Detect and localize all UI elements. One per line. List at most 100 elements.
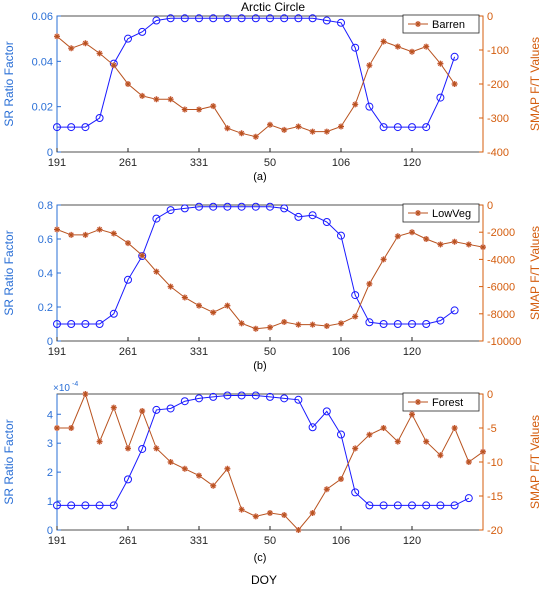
data-point	[96, 438, 103, 445]
data-point	[180, 14, 189, 23]
data-point	[110, 62, 117, 69]
plot-area	[56, 393, 484, 531]
data-point-asterisk	[451, 425, 458, 431]
left-tick-label: 0.6	[38, 234, 53, 246]
series-sr-ratio	[53, 14, 459, 132]
data-point	[323, 323, 330, 330]
x-tick-label: 50	[264, 346, 276, 358]
data-point	[294, 395, 303, 404]
data-point	[338, 476, 344, 482]
panel-caption: (c)	[254, 552, 267, 564]
data-point-asterisk	[451, 238, 458, 245]
data-point	[308, 14, 317, 23]
data-point	[267, 324, 273, 331]
data-point-asterisk	[323, 128, 330, 135]
data-point	[68, 45, 75, 52]
data-point-asterisk	[394, 43, 401, 50]
data-point	[295, 527, 302, 533]
data-point-asterisk	[224, 302, 231, 309]
data-point	[209, 392, 218, 401]
data-point-asterisk	[437, 241, 444, 248]
data-point	[210, 309, 217, 316]
legend-swatch-asterisk	[415, 210, 421, 216]
data-point	[251, 391, 260, 400]
data-point	[67, 320, 76, 328]
data-point-asterisk	[338, 476, 344, 482]
legend-label: LowVeg	[432, 208, 471, 220]
data-point	[393, 320, 402, 328]
data-point	[338, 320, 344, 327]
data-point	[309, 321, 316, 328]
series-forest	[54, 391, 486, 533]
left-tick-label: 4	[47, 409, 53, 421]
data-point	[110, 404, 117, 411]
data-point	[210, 482, 217, 489]
data-point-asterisk	[295, 123, 302, 130]
data-point	[209, 14, 218, 23]
data-point	[337, 231, 345, 240]
data-point-asterisk	[153, 268, 160, 275]
data-point	[379, 123, 388, 132]
right-tick-label: -4000	[487, 254, 515, 266]
data-point	[210, 103, 217, 110]
data-point-asterisk	[167, 96, 174, 103]
data-point-asterisk	[409, 229, 415, 236]
data-point	[95, 320, 104, 328]
data-point-asterisk	[380, 38, 387, 45]
data-point	[295, 123, 302, 130]
data-point	[294, 14, 303, 23]
data-point	[281, 512, 288, 519]
data-point-asterisk	[366, 431, 373, 438]
series-barren	[54, 33, 458, 140]
data-point	[152, 214, 161, 223]
data-point	[95, 501, 104, 510]
series-line	[57, 394, 470, 506]
data-point	[267, 121, 273, 128]
data-point	[237, 391, 246, 400]
data-point	[195, 202, 203, 211]
data-point	[365, 501, 374, 510]
data-point-asterisk	[252, 133, 259, 140]
x-tick-label: 331	[190, 346, 208, 358]
data-point	[379, 501, 388, 510]
data-point	[450, 306, 459, 315]
data-point-asterisk	[338, 320, 344, 327]
data-point	[54, 425, 60, 431]
data-point-asterisk	[352, 101, 359, 108]
data-point	[380, 425, 387, 431]
data-point	[252, 513, 259, 520]
data-point	[195, 394, 203, 403]
series-sr-ratio	[53, 391, 473, 510]
left-tick-label: 3	[47, 438, 53, 450]
data-point	[196, 302, 202, 309]
data-point	[423, 236, 430, 242]
data-point	[224, 125, 231, 132]
data-point-asterisk	[238, 130, 245, 137]
data-point-asterisk	[139, 252, 146, 259]
data-point-asterisk	[68, 231, 75, 238]
data-point-asterisk	[267, 510, 273, 516]
data-point	[167, 283, 174, 290]
data-point	[409, 48, 415, 55]
data-point	[252, 325, 259, 332]
data-point	[322, 407, 331, 416]
data-point	[180, 397, 189, 406]
data-point-asterisk	[352, 445, 359, 452]
data-point-asterisk	[96, 50, 103, 57]
series-line	[57, 206, 455, 325]
data-point	[365, 318, 374, 327]
data-point	[450, 52, 459, 61]
data-point	[379, 320, 388, 328]
data-point-asterisk	[295, 321, 302, 328]
chart-panel-2: 0 0.2 0.4 0.6 0.8 -10000 -8000 -6000 -4000 -2000 0…	[2, 200, 542, 372]
data-point	[351, 488, 360, 497]
data-point	[68, 231, 75, 238]
data-point	[409, 411, 415, 418]
left-tick-label: 0.04	[32, 56, 53, 68]
data-point	[465, 241, 472, 248]
data-point	[408, 501, 416, 510]
data-point	[109, 309, 118, 318]
data-point	[124, 275, 132, 284]
data-point-asterisk	[110, 404, 117, 411]
